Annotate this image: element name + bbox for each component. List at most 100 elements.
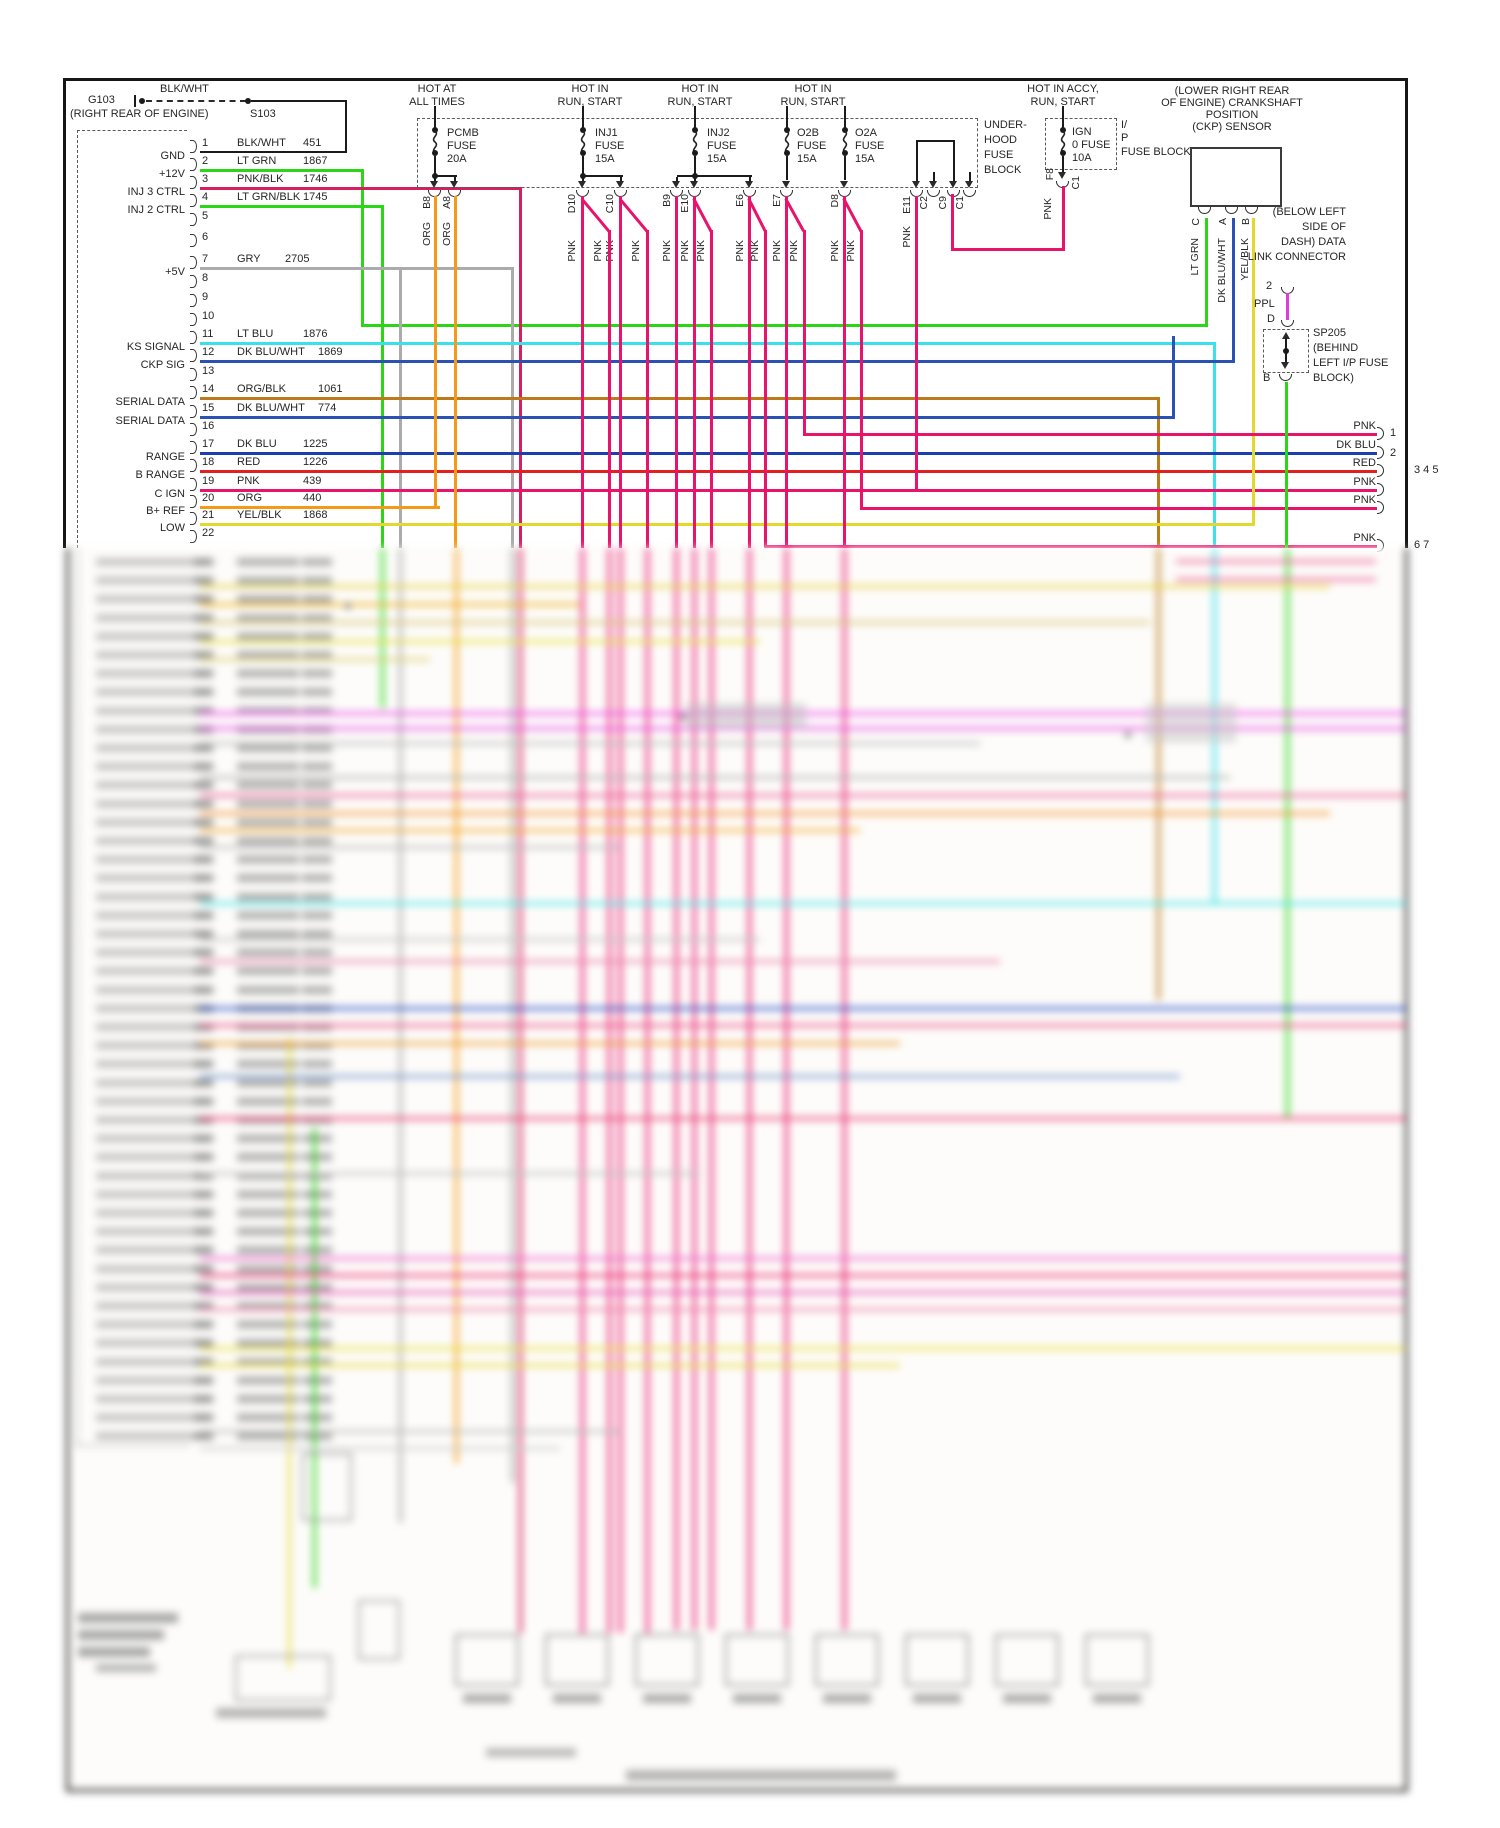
wire-yelblk-ckp-b xyxy=(1252,218,1255,526)
arrow-down-icon xyxy=(965,181,973,188)
stub-wire: RED xyxy=(1352,457,1376,469)
junction-dot xyxy=(432,173,438,179)
ckp-sensor-box xyxy=(1190,147,1282,207)
pin-number: 18 xyxy=(202,456,215,468)
terminal-id: E10 xyxy=(679,194,691,213)
wire-ltgrn-1867 xyxy=(361,169,364,327)
wire-dkbluwht-1869 xyxy=(200,360,1235,363)
stub-wire: PNK xyxy=(1353,420,1376,432)
arrow-down-icon xyxy=(1058,172,1066,179)
pin-circuit: 774 xyxy=(318,402,337,414)
terminal-id: C2 xyxy=(918,196,930,210)
feed-heading: RUN, START xyxy=(780,96,846,108)
pin-bracket xyxy=(190,530,197,543)
pin-bracket xyxy=(190,405,197,418)
wire-pnk-e11 xyxy=(915,196,918,492)
feed-heading: HOT IN xyxy=(571,83,609,95)
fuse-out xyxy=(434,156,436,176)
terminal-id: C1 xyxy=(1070,176,1082,190)
arrow-down-icon xyxy=(840,181,848,188)
wire-dkbluwht-774 xyxy=(200,416,1175,419)
pin-wire-color: BLK/WHT xyxy=(237,137,286,149)
fuse-name: FUSE xyxy=(707,140,737,152)
pin-number: 9 xyxy=(202,291,209,303)
wire-pnk-stub6 xyxy=(764,545,1378,548)
pcm-box-top xyxy=(77,130,187,131)
border-left xyxy=(63,78,66,548)
wire-tag: PNK xyxy=(679,240,691,262)
splice-id: SP205 xyxy=(1313,327,1347,339)
arrow-stem xyxy=(676,177,678,181)
wire-gry-2705 xyxy=(511,267,514,548)
fuse-name: FUSE xyxy=(855,140,885,152)
arrow-down-icon xyxy=(430,181,438,188)
pin-circuit: 1868 xyxy=(303,509,328,521)
wire-blkwht-451 xyxy=(200,151,347,153)
wire-ltgrn-sp205 xyxy=(1285,382,1288,548)
terminal-id: C1 xyxy=(954,196,966,210)
pin-circuit: 439 xyxy=(303,475,322,487)
feed-stem xyxy=(1062,106,1064,129)
stub-wire: PNK xyxy=(1353,494,1376,506)
terminal-id: C9 xyxy=(937,196,949,210)
pin-number: 12 xyxy=(202,346,215,358)
pin-wire-color: LT GRN xyxy=(237,155,277,167)
wire-pnk xyxy=(764,230,767,548)
junction-dot xyxy=(692,173,698,179)
pin-label: C IGN xyxy=(154,488,185,500)
pin-circuit: 440 xyxy=(303,492,322,504)
pin-number: 11 xyxy=(202,328,214,340)
pin-label: GND xyxy=(160,150,185,162)
pin-bracket xyxy=(190,176,197,189)
stub-end xyxy=(1377,446,1384,459)
wire-tag: PNK xyxy=(829,240,841,262)
pin-number: 17 xyxy=(202,438,215,450)
pcm-pin-row: 22 xyxy=(0,527,360,547)
pcm-pin-row: 8 xyxy=(0,272,360,292)
pin-bracket xyxy=(190,256,197,269)
pcm-pin-row: SERIAL DATA 14 ORG/BLK 1061 xyxy=(0,383,360,408)
wire-ltgrn-1867 xyxy=(200,169,364,172)
splice-note: (BEHIND xyxy=(1313,342,1359,354)
terminal-id: F8 xyxy=(1044,168,1056,181)
pin-number: 15 xyxy=(202,402,215,414)
wire-pnk xyxy=(619,196,622,548)
wire-yelblk-1868 xyxy=(200,523,1255,526)
arrow-down-icon xyxy=(450,181,458,188)
ckp-note: (LOWER RIGHT REAR xyxy=(1174,85,1290,97)
wire-pnk xyxy=(748,196,751,548)
wire-pnkblk-1746 xyxy=(519,187,522,548)
fuse-dot xyxy=(692,150,698,156)
pin-bracket xyxy=(190,140,197,153)
terminal-id: E7 xyxy=(771,194,783,207)
pin-bracket xyxy=(190,349,197,362)
arrow-down-icon xyxy=(782,181,790,188)
dlc-pin: D xyxy=(1267,313,1275,325)
stub-end xyxy=(1377,501,1384,514)
fuse-name: FUSE xyxy=(797,140,827,152)
fuse-dot xyxy=(842,127,848,133)
pin-circuit: 1746 xyxy=(303,173,328,185)
stub-wire: PNK xyxy=(1353,476,1376,488)
pin-number: 3 xyxy=(202,173,209,185)
pin-number: 21 xyxy=(202,509,215,521)
wire-ltgrn-1867 xyxy=(361,324,1208,327)
pcm-pin-row: INJ 2 CTRL 4 LT GRN/BLK 1745 xyxy=(0,191,360,216)
wire-tag: PNK xyxy=(901,226,913,248)
pin-wire-color: DK BLU xyxy=(237,438,277,450)
pin-label: LOW xyxy=(159,522,185,534)
feed-stem xyxy=(582,106,584,129)
dlc-pin: 2 xyxy=(1266,280,1273,292)
pin-label: B RANGE xyxy=(135,469,185,481)
jumper xyxy=(916,140,955,142)
feed-heading: HOT IN ACCY, xyxy=(1027,83,1099,95)
pin-number: 13 xyxy=(202,365,215,377)
stub-end xyxy=(1377,483,1384,496)
arrow-up-icon xyxy=(1282,332,1290,339)
wire-tag: PNK xyxy=(630,240,642,262)
pin-number: 16 xyxy=(202,420,215,432)
terminal-id: A8 xyxy=(441,196,453,209)
arrow-stem xyxy=(749,177,751,181)
splice-box xyxy=(1263,329,1309,373)
wire-gry-2705 xyxy=(200,267,514,270)
